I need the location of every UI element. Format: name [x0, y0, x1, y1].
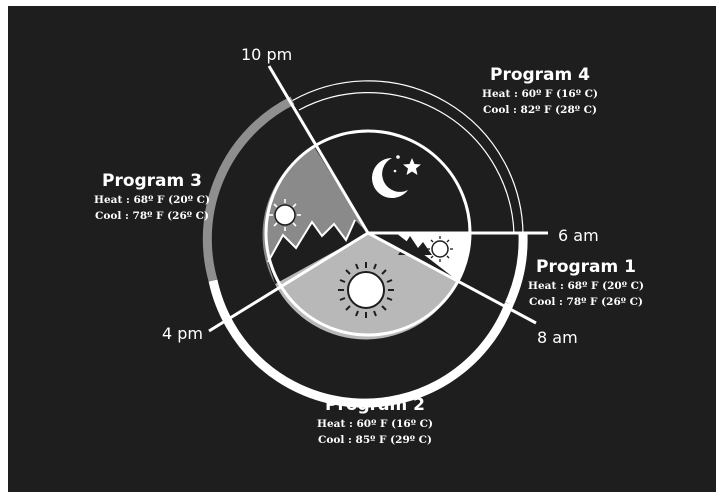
time-label-10pm: 10 pm	[241, 45, 292, 64]
program-3-heat: Heat : 68º F (20º C)	[94, 194, 210, 206]
pointer-4pm	[208, 231, 369, 333]
ring-arc-day	[208, 279, 514, 408]
program-4-title: Program 4	[490, 65, 590, 85]
star-icon	[403, 158, 421, 175]
sun-icon	[427, 236, 453, 262]
time-label-4pm: 4 pm	[162, 324, 203, 343]
ring-arc-evening	[202, 96, 295, 282]
program-1-cool: Cool : 78º F (26º C)	[529, 296, 643, 308]
time-label-8am: 8 am	[537, 328, 578, 347]
pointer-10pm	[267, 65, 370, 234]
small-star-icon-2	[393, 169, 397, 173]
evening-mountain-outline	[267, 219, 356, 263]
program-2-title: Program 2	[325, 395, 425, 415]
program-3-title: Program 3	[102, 171, 202, 191]
ring-arc-night-inner	[298, 92, 515, 235]
time-label-6am: 6 am	[558, 226, 599, 245]
moon-icon	[372, 158, 408, 198]
program-4-cool: Cool : 82º F (28º C)	[483, 104, 597, 116]
day-sun-icon	[338, 262, 394, 318]
evening-sun-icon	[269, 199, 301, 231]
pointer-8am	[367, 231, 537, 325]
program-2-cool: Cool : 85º F (29º C)	[318, 434, 432, 446]
program-1-heat: Heat : 68º F (20º C)	[528, 280, 644, 292]
ring-arc-night-outer	[292, 80, 524, 235]
program-4-heat: Heat : 60º F (16º C)	[482, 88, 598, 100]
program-3-cool: Cool : 78º F (26º C)	[95, 210, 209, 222]
ring-arc-morning	[505, 233, 528, 306]
mountain-icon	[398, 236, 432, 255]
small-star-icon	[396, 155, 400, 159]
program-2-heat: Heat : 60º F (16º C)	[317, 418, 433, 430]
program-1-title: Program 1	[536, 257, 636, 277]
